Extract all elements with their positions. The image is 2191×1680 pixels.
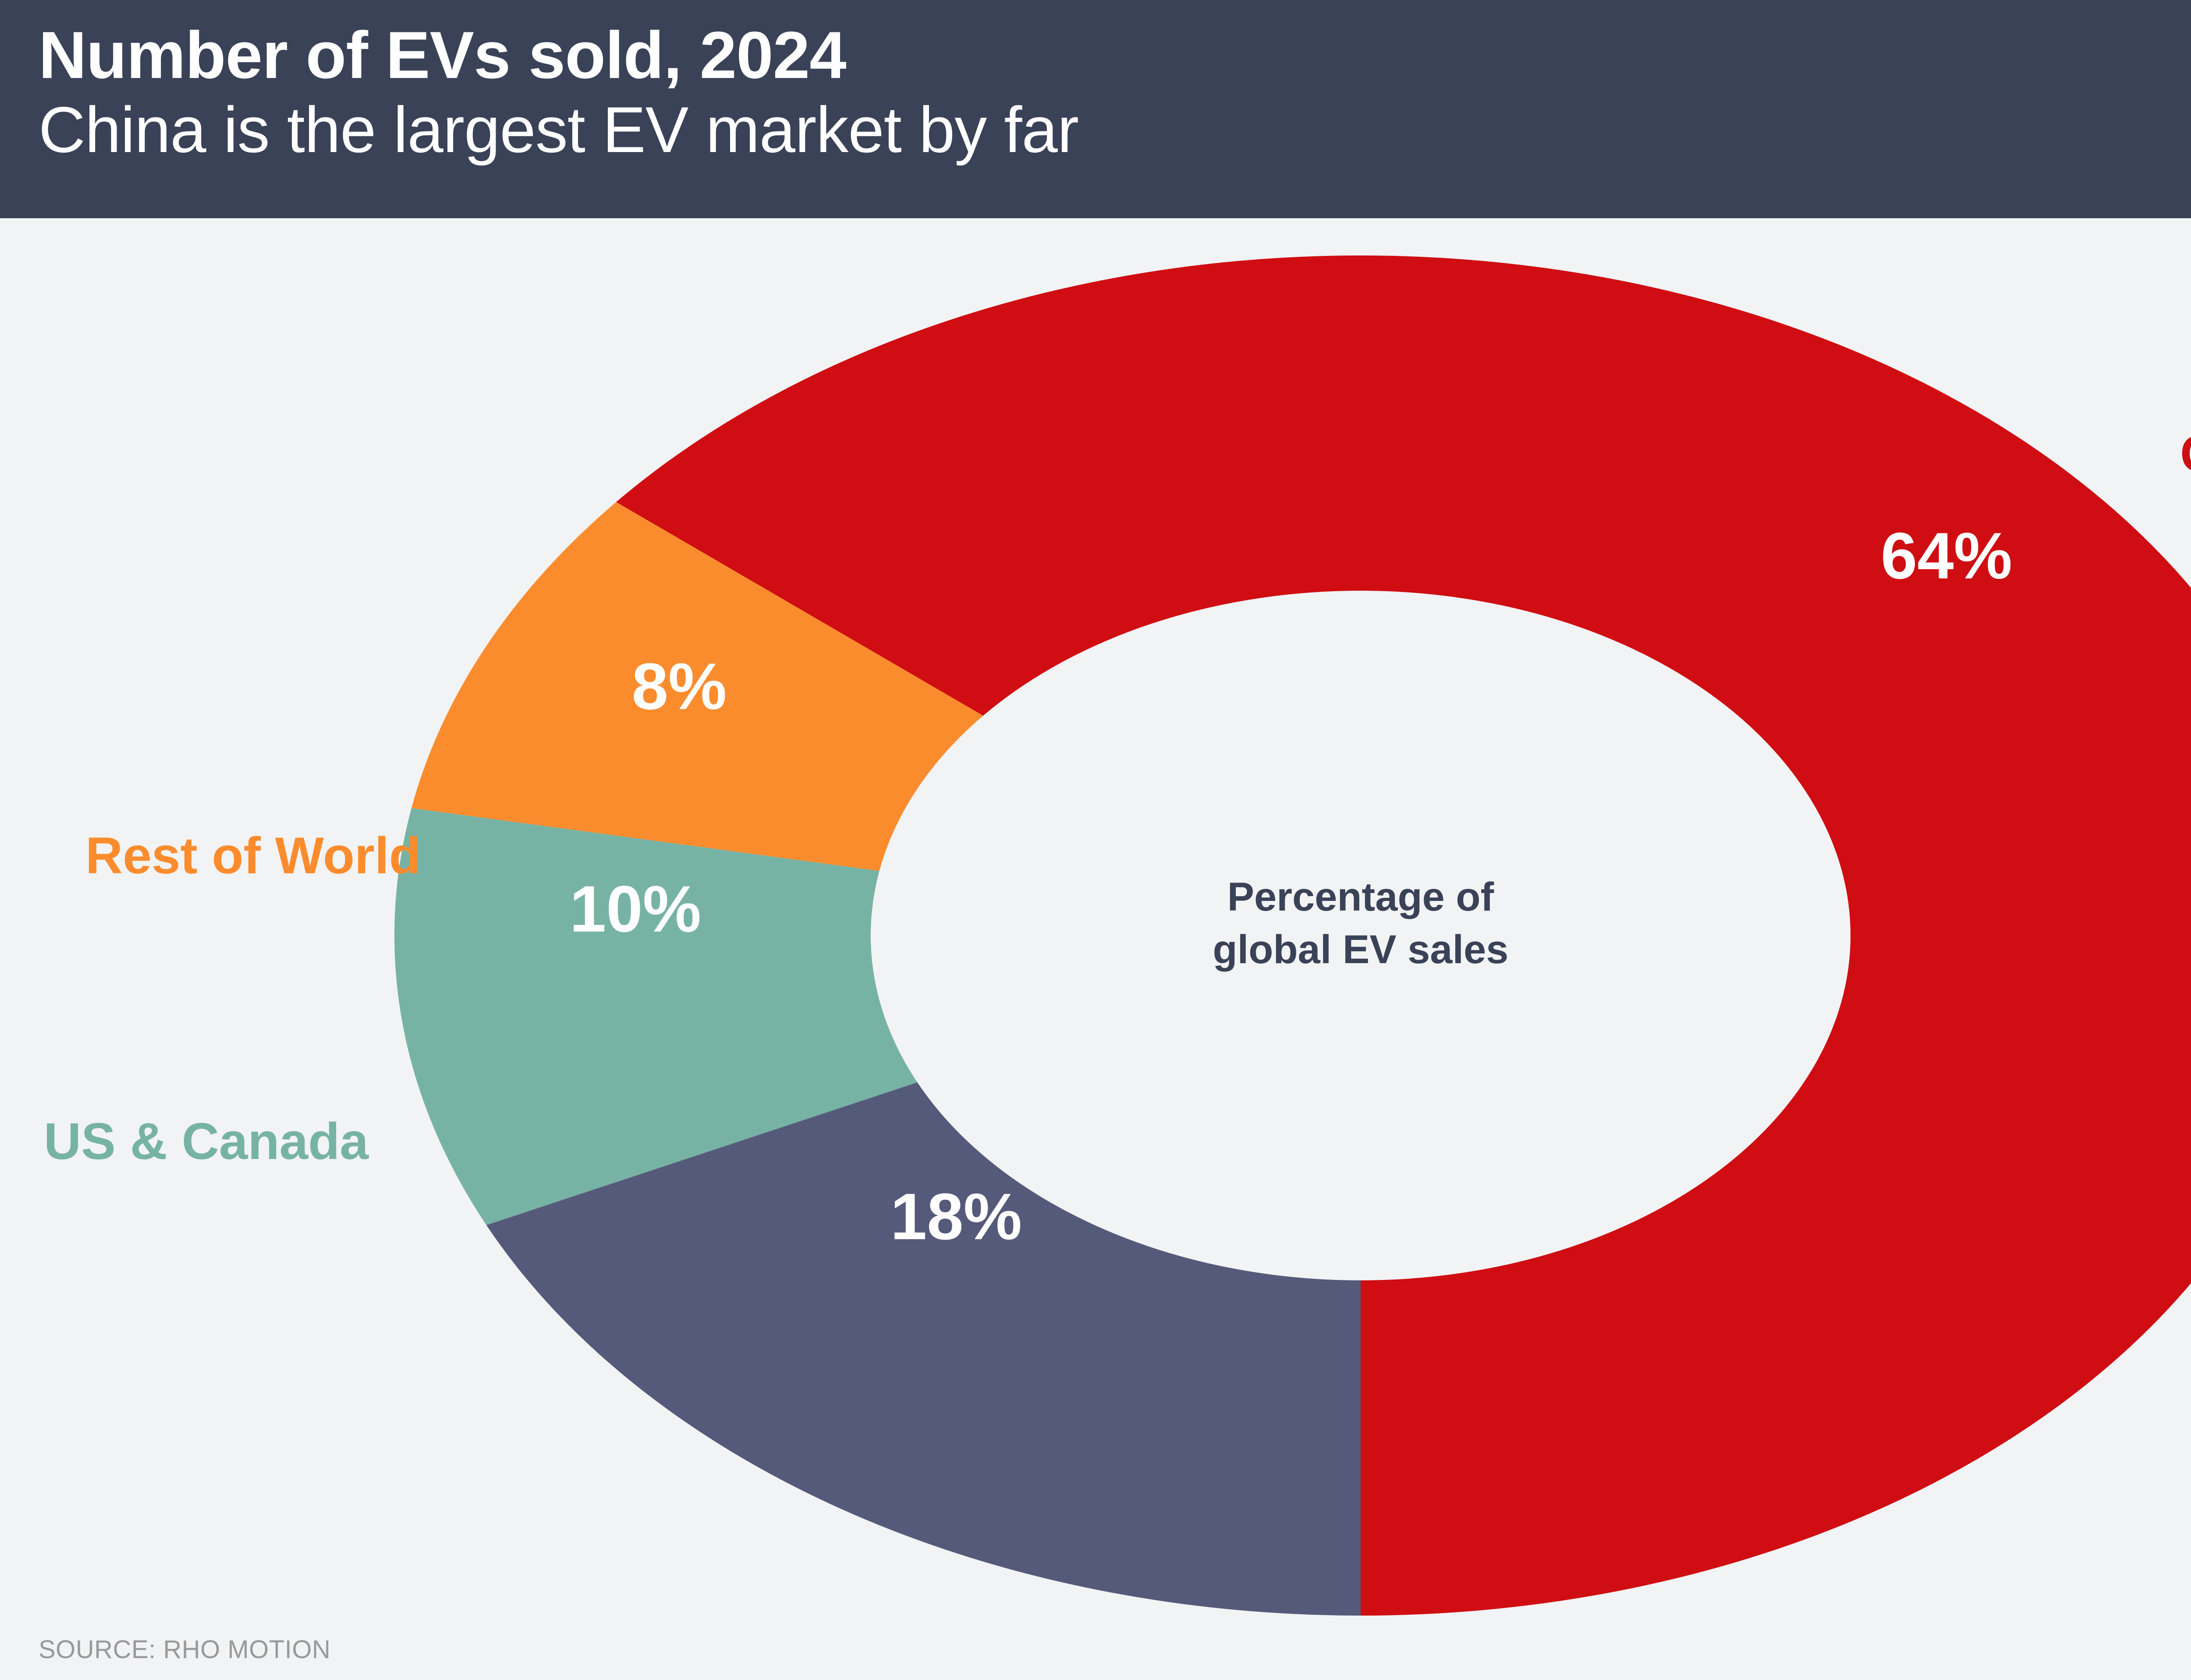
- slice-us-canada[interactable]: [394, 808, 918, 1225]
- slice-label-us-canada: US & Canada: [44, 1113, 369, 1170]
- slice-label-rest-of-world: Rest of World: [85, 827, 421, 885]
- page-subtitle: China is the largest EV market by far: [39, 94, 1079, 167]
- donut-chart: Percentage of global EV sales 64% 18% 10…: [44, 255, 2191, 1680]
- donut-center-hole: [871, 591, 1851, 1280]
- donut-slice-group: [394, 255, 2191, 1616]
- slice-china[interactable]: [616, 255, 2191, 1616]
- slice-europe[interactable]: [486, 1082, 1361, 1616]
- page-title: Number of EVs sold, 2024: [39, 18, 847, 92]
- slice-value-china: 64%: [1881, 519, 2012, 592]
- center-caption-line-2: global EV sales: [1213, 927, 1509, 972]
- slice-value-europe: 18%: [890, 1180, 1022, 1253]
- slice-value-us-canada: 10%: [570, 872, 701, 946]
- source-note: SOURCE: RHO MOTION: [39, 1635, 331, 1664]
- chart-plot-area: Percentage of global EV sales 64% 18% 10…: [0, 218, 2191, 1680]
- slice-rest-of-world[interactable]: [411, 502, 983, 871]
- header-band: Number of EVs sold, 2024 China is the la…: [0, 0, 2191, 218]
- slice-label-china: China: [2180, 425, 2191, 483]
- center-caption-line-1: Percentage of: [1227, 875, 1494, 919]
- slice-label-europe: Europe: [656, 1676, 835, 1680]
- slice-value-rest-of-world: 8%: [632, 649, 727, 723]
